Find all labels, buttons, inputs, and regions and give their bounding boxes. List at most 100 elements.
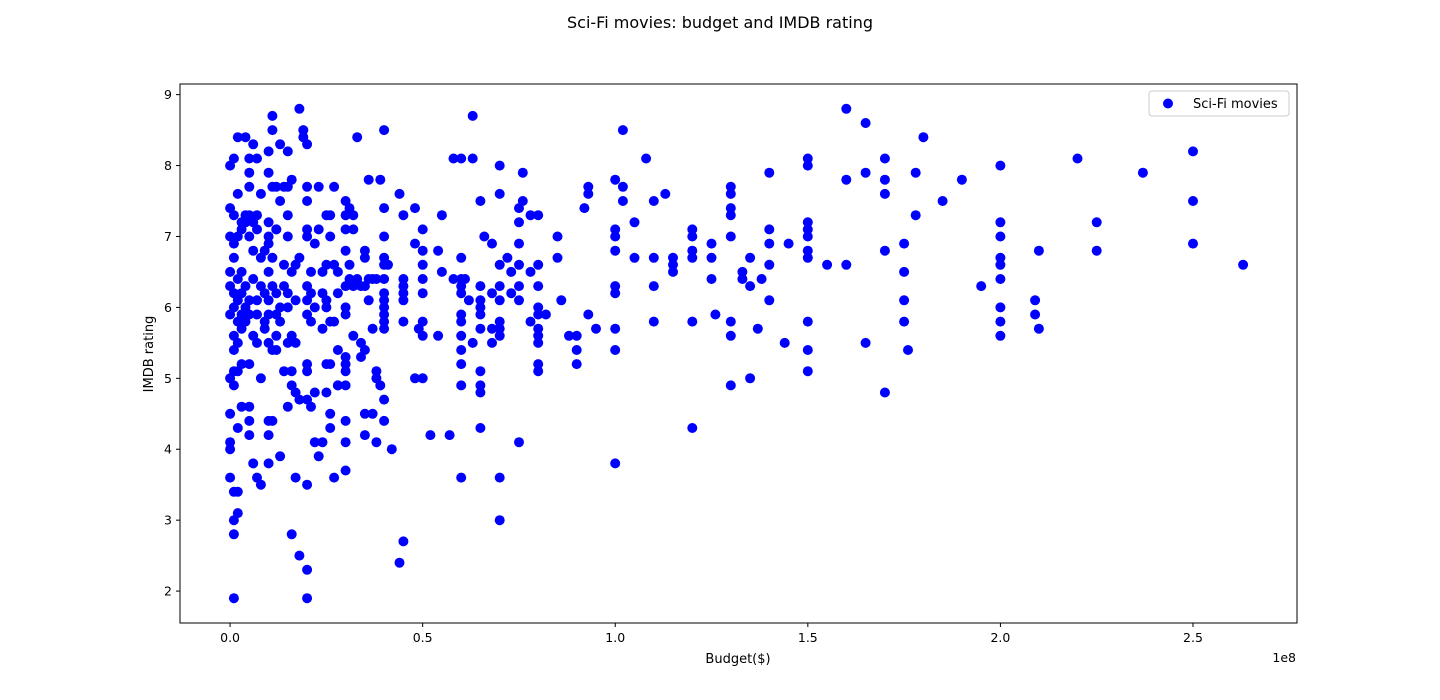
data-point [294,252,305,263]
data-point [325,359,336,370]
data-point [494,472,505,483]
data-point [822,259,833,270]
x-tick-label: 1.5 [798,630,818,645]
data-point [228,153,239,164]
data-point [687,252,698,263]
data-point [309,387,320,398]
data-point [610,288,621,299]
data-point [879,174,890,185]
data-point [687,231,698,242]
data-point [340,352,351,362]
data-point [463,295,474,306]
data-point [271,330,282,341]
data-point [271,288,282,299]
data-point [506,266,517,277]
data-point [348,281,359,292]
data-point [244,401,255,412]
data-point [228,380,239,391]
data-point [244,153,255,164]
data-point [514,281,524,292]
data-point [317,437,328,448]
data-point [379,394,390,405]
data-point [417,330,428,341]
data-point [456,345,467,355]
data-point [267,110,278,121]
data-point [899,266,910,277]
data-point [879,153,890,164]
data-point [533,259,544,270]
data-point [475,423,486,433]
chart-title: Sci-Fi movies: budget and IMDB rating [567,13,873,32]
data-point [725,380,736,391]
data-point [899,238,910,249]
data-point [410,203,420,214]
data-point [236,401,247,412]
data-point [267,125,278,136]
data-point [398,316,409,327]
data-point [456,330,467,341]
data-point [244,167,255,178]
data-point [228,529,239,540]
data-point [244,295,255,306]
data-point [398,536,409,547]
data-point [240,132,251,143]
data-point [386,444,397,455]
data-point [752,323,763,334]
y-tick-label: 3 [164,513,172,528]
data-point [571,359,582,370]
data-point [244,430,255,441]
data-point [363,174,374,185]
data-point [255,479,266,490]
data-point [860,167,871,178]
y-tick-label: 4 [164,442,172,457]
data-point [302,181,313,192]
data-point [456,288,467,299]
data-point [228,593,239,604]
data-point [352,132,363,143]
data-point [910,210,921,221]
data-point [879,188,890,199]
data-point [475,380,486,391]
data-point [313,181,324,192]
data-point [533,309,544,320]
data-point [1238,259,1249,270]
data-point [332,266,343,277]
data-point [448,153,459,164]
data-point [302,224,313,235]
data-point [375,380,386,391]
data-point [533,359,544,370]
data-point [340,245,351,256]
data-point [282,401,293,412]
data-point [475,302,486,313]
data-point [610,345,621,355]
data-point [591,323,601,334]
x-axis-offset-label: 1e8 [1272,650,1296,665]
data-point [321,259,332,270]
data-point [610,231,621,242]
data-point [583,188,594,199]
data-point [571,330,582,341]
data-point [329,181,340,192]
data-point [417,274,428,284]
data-point [275,139,286,150]
data-point [225,408,236,419]
data-point [737,266,748,277]
data-point [725,316,736,327]
data-point [687,423,698,433]
data-point [263,458,274,469]
data-point [379,295,390,306]
data-point [240,217,251,228]
data-point [340,309,351,320]
data-point [313,224,324,235]
data-point [398,274,409,284]
data-point [282,288,293,299]
data-point [379,288,390,299]
data-point [236,359,247,370]
data-point [263,266,274,277]
data-point [995,259,1006,270]
x-tick-label: 0.5 [413,630,433,645]
data-point [348,330,359,341]
data-point [240,281,251,292]
data-point [475,309,486,320]
data-point [1091,217,1102,228]
